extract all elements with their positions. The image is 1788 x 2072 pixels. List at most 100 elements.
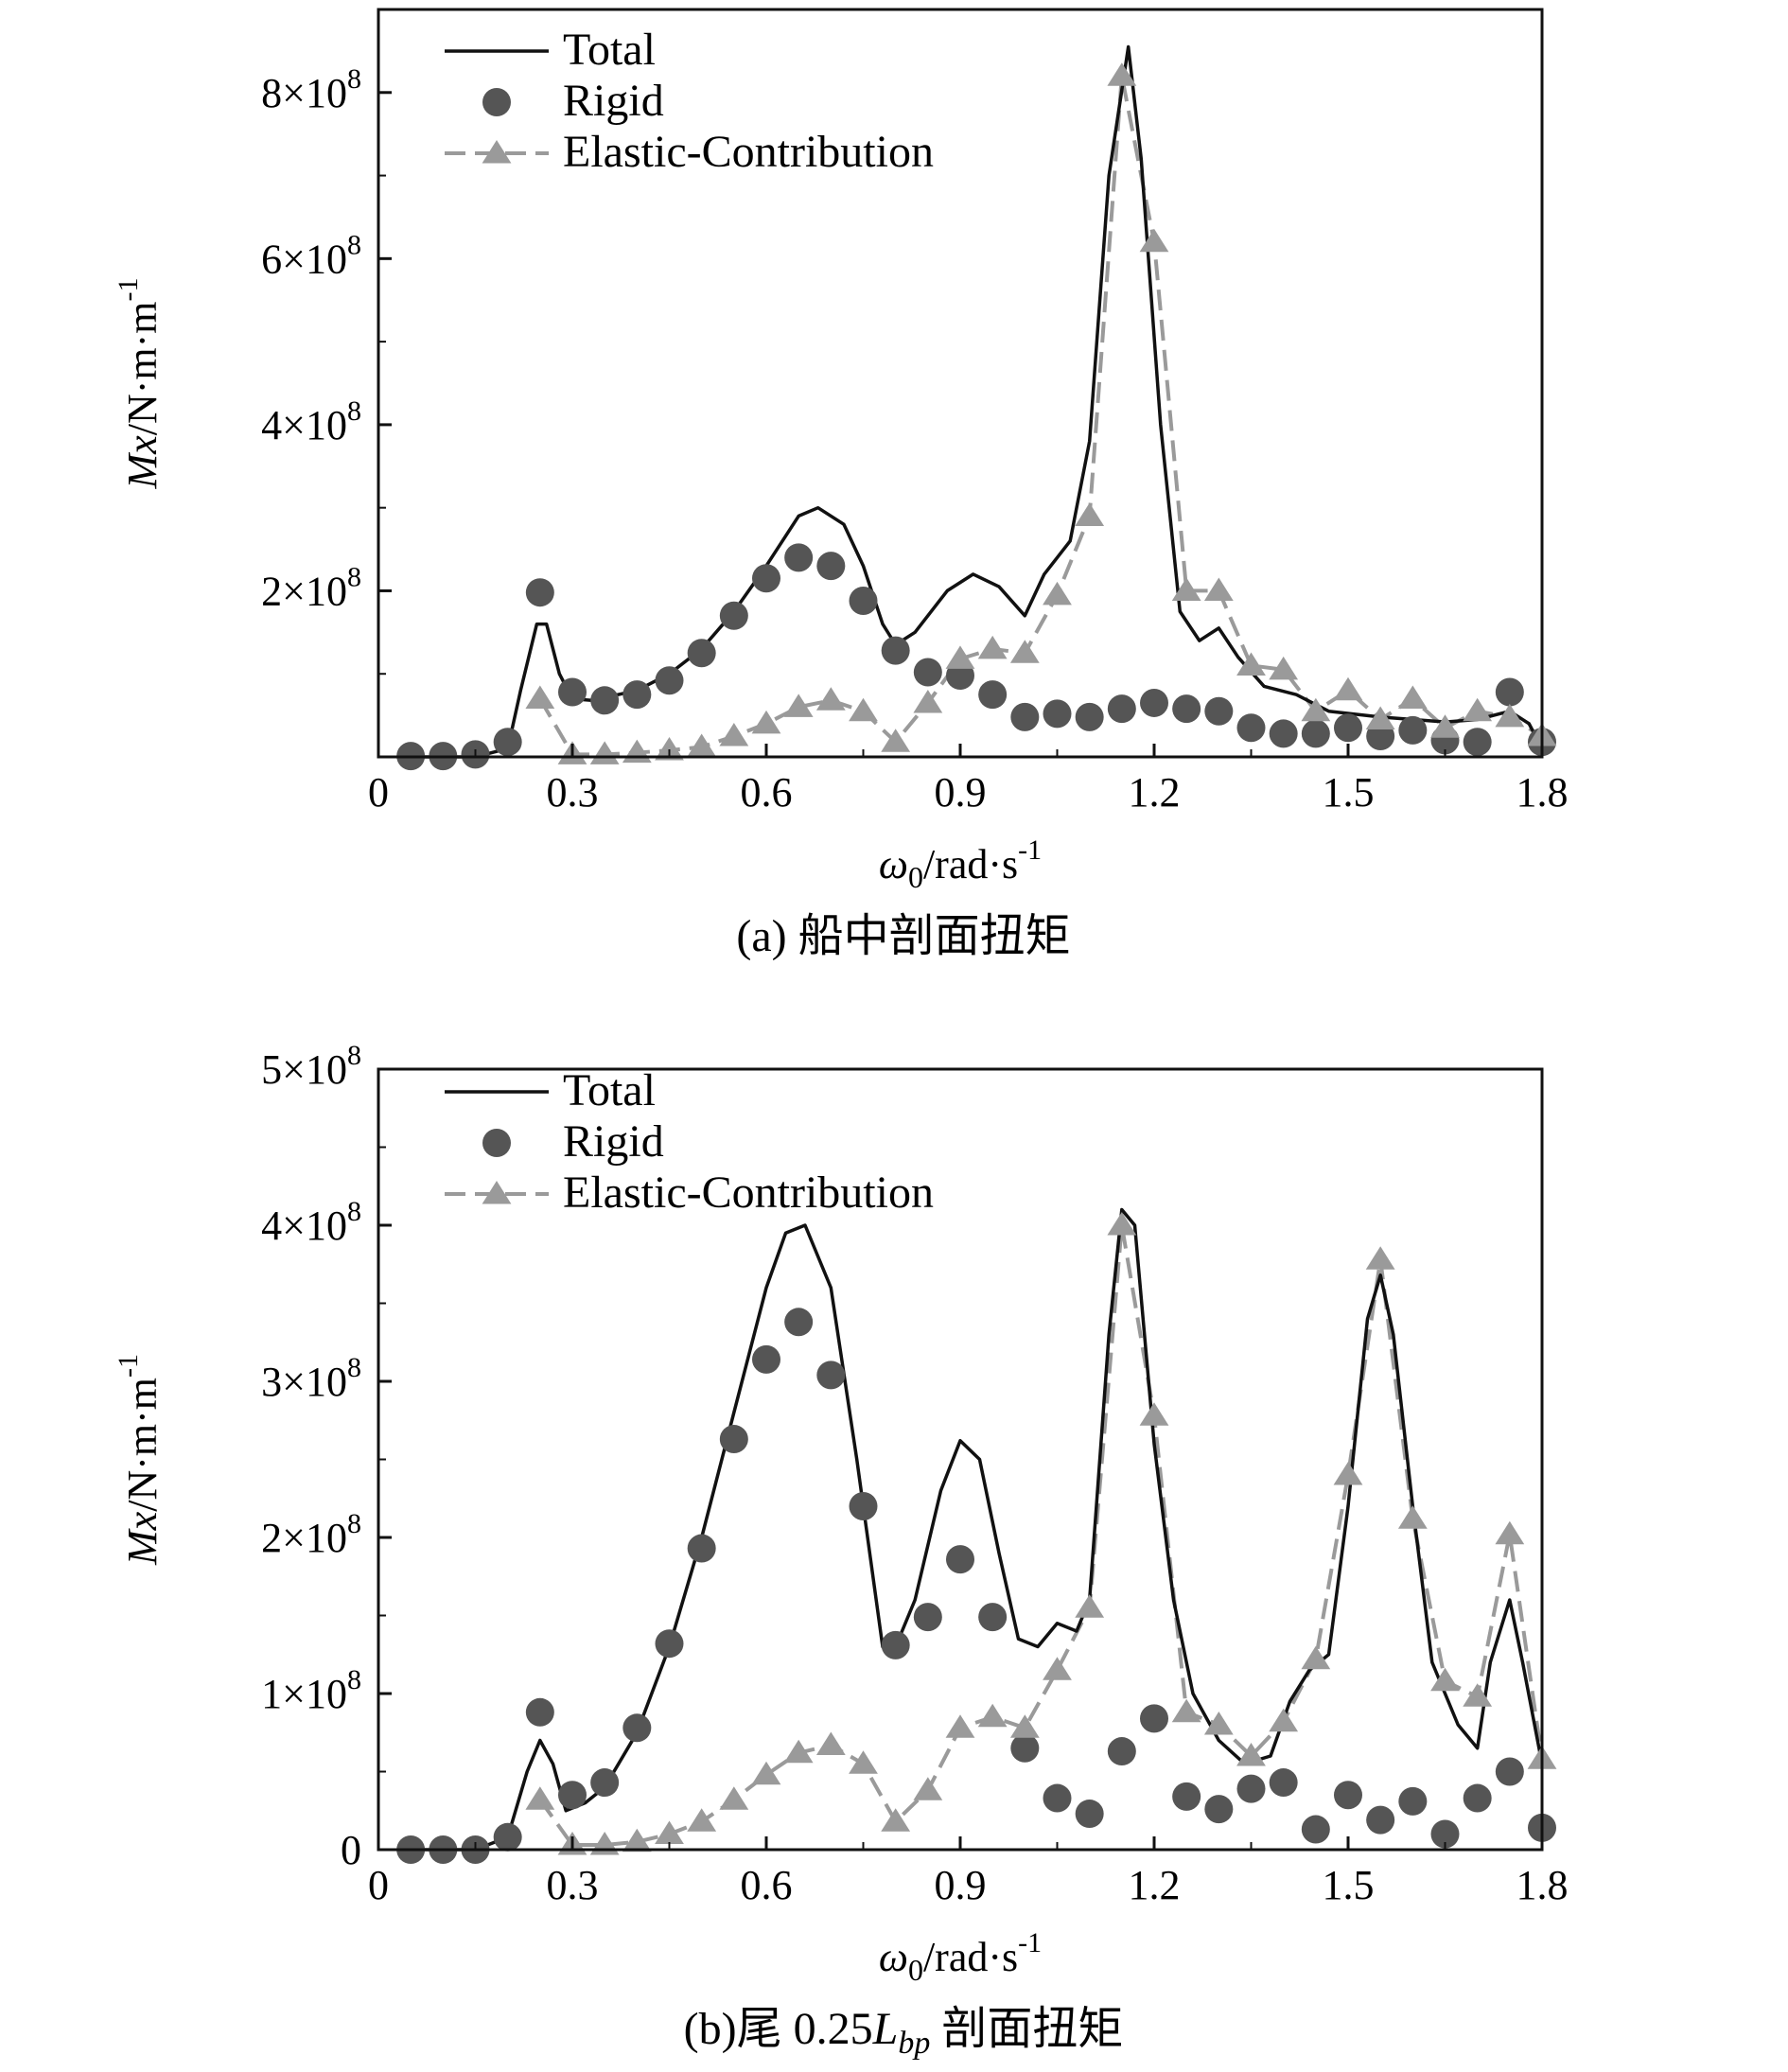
legend-rigid-label: Rigid — [563, 1116, 664, 1167]
y-tick-label: 4×108 — [261, 395, 361, 448]
rigid-point — [622, 680, 652, 710]
elastic-point — [1107, 1212, 1137, 1236]
rigid-point — [1010, 702, 1040, 731]
elastic-point — [1463, 1683, 1493, 1707]
rigid-point — [1398, 715, 1428, 745]
legend-elastic-label: Elastic-Contribution — [563, 127, 934, 177]
panel-a-caption: (a) 船中剖面扭矩 — [736, 911, 1070, 961]
elastic-point — [977, 635, 1008, 659]
rigid-point — [1236, 713, 1266, 743]
elastic-point — [913, 1777, 943, 1800]
rigid-point — [946, 1545, 974, 1574]
rigid-point — [622, 1713, 652, 1743]
rigid-point — [1463, 1783, 1492, 1813]
rigid-point — [655, 666, 684, 695]
elastic-point — [913, 689, 943, 713]
elastic-point — [1397, 1505, 1428, 1529]
y-tick-label: 0 — [341, 1827, 361, 1873]
rigid-point — [1269, 1768, 1298, 1798]
rigid-point — [1107, 1737, 1136, 1766]
elastic-point — [881, 729, 911, 752]
rigid-point — [493, 728, 522, 757]
elastic-point — [1171, 1698, 1201, 1723]
elastic-point — [525, 1786, 555, 1810]
elastic-point — [849, 697, 878, 722]
elastic-point — [1463, 697, 1493, 722]
legend-rigid-swatch — [482, 88, 511, 116]
elastic-point — [977, 1703, 1008, 1728]
rigid-point — [1140, 688, 1168, 717]
elastic-point — [1365, 1246, 1395, 1270]
elastic-point — [1009, 1714, 1040, 1738]
x-tick-label: 0.9 — [935, 1862, 987, 1908]
rigid-point — [1010, 1733, 1040, 1763]
elastic-point — [1171, 577, 1201, 601]
rigid-point — [913, 658, 942, 687]
elastic-point — [1075, 502, 1105, 526]
rigid-point — [881, 1630, 910, 1659]
x-tick-label: 0.9 — [935, 769, 987, 816]
rigid-point — [687, 639, 716, 668]
rigid-point — [849, 1492, 878, 1520]
total-series-line — [411, 1207, 1544, 1852]
rigid-point — [558, 1781, 587, 1810]
rigid-point — [525, 1697, 554, 1727]
elastic-point — [1043, 581, 1072, 606]
panel-b-marks — [396, 1207, 1557, 1864]
panel-b-axes: 0 0.3 0.6 0.9 1.2 1.5 1.8 0 1×108 2×108 3×108 4×108… — [113, 1040, 1569, 1987]
x-tick-label: 0 — [368, 1862, 389, 1908]
elastic-point — [687, 1808, 717, 1832]
x-tick-label: 1.2 — [1129, 769, 1181, 816]
elastic-point — [655, 736, 684, 761]
y-axis-label: Mx/N·m·m-1 — [113, 278, 166, 490]
y-tick-label: 2×108 — [261, 561, 361, 614]
rigid-point — [1334, 713, 1362, 743]
elastic-point — [1269, 1708, 1299, 1732]
rigid-point — [1495, 1757, 1524, 1786]
elastic-point — [1009, 640, 1040, 663]
elastic-point — [655, 1820, 684, 1844]
x-tick-label: 1.8 — [1516, 769, 1569, 816]
caption-suffix: 剖面扭矩 — [930, 2004, 1123, 2054]
rigid-point — [1172, 694, 1201, 724]
rigid-point — [1075, 702, 1104, 731]
rigid-point — [784, 1308, 814, 1337]
rigid-point — [1269, 719, 1298, 748]
y-tick-label: 5×108 — [261, 1040, 361, 1093]
elastic-point — [945, 1714, 975, 1738]
panel-a: 0 0.3 0.6 0.9 1.2 1.5 1.8 2×108 4×108 6×108 8×108 ω… — [113, 8, 1569, 961]
rigid-point — [1301, 719, 1330, 748]
y-tick-label: 3×108 — [261, 1352, 361, 1405]
rigid-point — [1043, 699, 1072, 729]
rigid-point — [1075, 1800, 1104, 1829]
rigid-point — [1463, 728, 1492, 757]
rigid-point — [590, 686, 620, 715]
elastic-point — [849, 1750, 878, 1774]
rigid-point — [881, 636, 910, 665]
x-tick-label: 0.3 — [547, 769, 599, 816]
rigid-point — [1204, 1795, 1234, 1824]
elastic-point — [1107, 62, 1137, 86]
y-tick-label: 4×108 — [261, 1196, 361, 1249]
rigid-point — [1236, 1774, 1266, 1803]
rigid-point — [849, 586, 878, 615]
elastic-point — [1236, 1743, 1266, 1766]
elastic-point — [751, 1761, 781, 1785]
elastic-point — [1365, 706, 1395, 729]
x-tick-label: 1.5 — [1323, 769, 1375, 816]
rigid-point — [719, 1425, 748, 1454]
panel-b: 0 0.3 0.6 0.9 1.2 1.5 1.8 0 1×108 2×108 3×108 4×108… — [113, 1040, 1569, 2061]
rigid-point — [1495, 677, 1524, 707]
elastic-point — [622, 1828, 652, 1853]
legend-total-label: Total — [563, 1065, 656, 1115]
elastic-point — [687, 733, 717, 757]
legend-total-label: Total — [563, 25, 656, 75]
x-tick-label: 0.6 — [741, 1862, 793, 1908]
elastic-point — [1269, 656, 1299, 680]
elastic-point — [1301, 697, 1331, 722]
rigid-point — [1043, 1783, 1072, 1813]
elastic-point — [1430, 1667, 1460, 1692]
rigid-point — [978, 680, 1008, 710]
rigid-point — [1301, 1815, 1330, 1844]
